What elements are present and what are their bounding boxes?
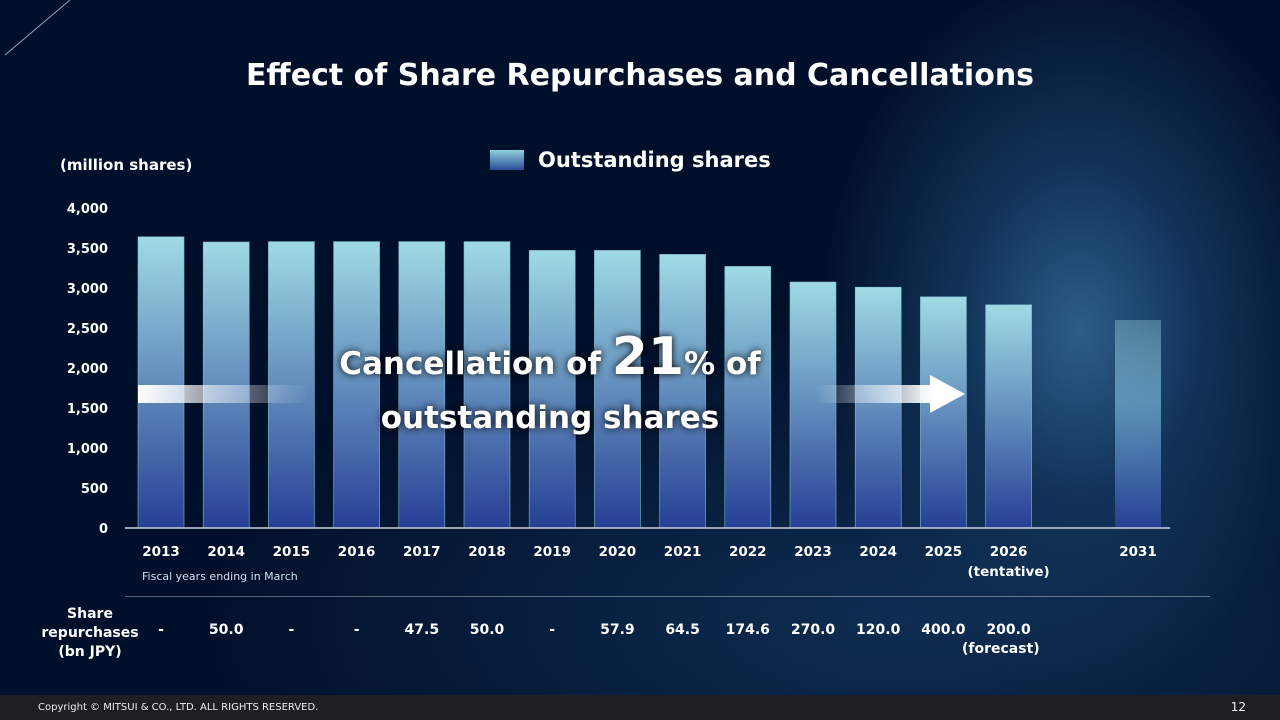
copyright: Copyright © MITSUI & CO., LTD. ALL RIGHT…: [38, 702, 319, 713]
bar-2023: [789, 281, 837, 529]
arrow-left-fade: [138, 385, 308, 403]
bar-2021: [659, 254, 706, 529]
bar-2017: [398, 241, 446, 529]
y-tick-label: 3,500: [67, 242, 108, 257]
x-tick-label: 2026: [990, 544, 1028, 560]
x-tick-label: 2016: [338, 544, 376, 560]
bar-2022: [724, 266, 772, 529]
x-tick-label: 2017: [403, 544, 441, 560]
repurchase-value: 270.0: [790, 622, 836, 638]
x-tick-label: 2018: [468, 544, 506, 560]
legend: Outstanding shares: [490, 148, 771, 172]
x-tick-label: 2019: [533, 544, 571, 560]
x-tick-label: 2013: [142, 544, 180, 560]
repurchase-value: 50.0: [469, 622, 505, 638]
repurchase-value: 120.0: [856, 622, 901, 638]
repurchase-value: 200.0: [986, 622, 1031, 638]
repurchases-label-line: (bn JPY): [58, 644, 122, 660]
forecast-label: (forecast): [962, 641, 1040, 657]
x-tick-label: 2020: [599, 544, 637, 560]
x-tick-label: 2015: [273, 544, 311, 560]
divider: [125, 596, 1210, 597]
y-tick-label: 0: [99, 522, 108, 537]
bar-2015: [268, 241, 315, 529]
x-tick-label: 2025: [925, 544, 963, 560]
bar-2025: [920, 296, 967, 529]
repurchase-value: 50.0: [208, 622, 244, 638]
bar-2019: [528, 250, 576, 529]
repurchase-value: -: [288, 622, 295, 638]
repurchase-value: -: [353, 622, 360, 638]
x-tick-label: 2014: [207, 544, 245, 560]
footer: Copyright © MITSUI & CO., LTD. ALL RIGHT…: [0, 695, 1280, 720]
y-tick-label: 2,000: [67, 362, 108, 377]
x-tick-label: 2021: [664, 544, 702, 560]
x-tick-label: 2024: [859, 544, 897, 560]
repurchase-value: 174.6: [725, 622, 770, 638]
bar-2020: [594, 250, 641, 529]
y-tick-label: 2,500: [67, 322, 108, 337]
corner-decoration: [4, 0, 71, 56]
legend-label: Outstanding shares: [538, 148, 771, 172]
repurchase-value: -: [158, 622, 164, 638]
repurchases-label-line: Share: [67, 606, 113, 622]
repurchases-label-line: repurchases: [41, 625, 139, 641]
repurchase-value: 400.0: [921, 622, 966, 638]
callout-percent: %: [684, 346, 716, 382]
x-tick-label: 2031: [1119, 544, 1157, 560]
callout-number: 21: [611, 327, 685, 387]
legend-swatch: [490, 150, 524, 170]
bar-2018: [463, 241, 511, 529]
callout-text: Cancellation of 21% of outstanding share…: [300, 330, 800, 445]
x-tick-label: 2022: [729, 544, 767, 560]
y-tick-label: 500: [81, 482, 108, 497]
page-number: 12: [1230, 700, 1246, 714]
bar-2013: [137, 236, 185, 529]
callout-line2: outstanding shares: [380, 400, 720, 436]
callout-prefix: Cancellation of: [339, 346, 612, 382]
repurchase-value: 64.5: [665, 622, 700, 638]
arrow-right-icon: [815, 375, 965, 413]
y-tick-label: 4,000: [67, 202, 108, 217]
bar-2024: [854, 286, 902, 529]
callout-suffix: of: [715, 346, 761, 382]
y-tick-label: 1,000: [67, 442, 108, 457]
repurchase-value: 47.5: [404, 622, 440, 638]
page-title: Effect of Share Repurchases and Cancella…: [245, 58, 1035, 93]
x-tick-label: 2023: [794, 544, 832, 560]
bar-2031: [1115, 320, 1161, 528]
x-axis-note: Fiscal years ending in March: [142, 570, 298, 583]
y-tick-label: 3,000: [67, 282, 108, 297]
y-tick-label: 1,500: [67, 402, 108, 417]
repurchase-value: -: [549, 622, 556, 638]
y-axis-unit: (million shares): [60, 156, 193, 174]
repurchase-value: 57.9: [600, 622, 635, 638]
bar-2016: [333, 241, 380, 529]
repurchases-label: Share repurchases (bn JPY): [30, 605, 150, 662]
tentative-label: (tentative): [968, 564, 1050, 580]
bar-2026: [985, 304, 1032, 529]
